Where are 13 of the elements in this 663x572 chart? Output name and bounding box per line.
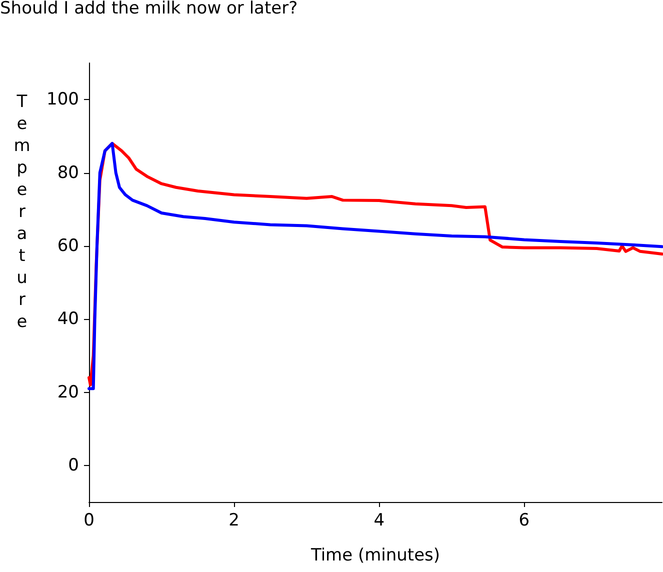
y-tick-label: 0 bbox=[68, 455, 79, 476]
y-tick-label: 40 bbox=[57, 309, 79, 330]
x-tick-label: 6 bbox=[518, 510, 530, 530]
text: Temperature bbox=[14, 92, 30, 332]
y-tick-label: 20 bbox=[57, 382, 79, 402]
x-axis-title: Time (minutes) bbox=[310, 546, 440, 566]
y-tick-label: 80 bbox=[57, 162, 79, 183]
y-tick-label: 60 bbox=[57, 236, 79, 256]
x-tick-label: 0 bbox=[84, 510, 94, 530]
x-tick-label: 2 bbox=[228, 510, 240, 530]
y-tick-label: 100 bbox=[46, 90, 79, 110]
chart-title: Should I add the milk now or later? bbox=[0, 0, 298, 18]
x-tick-label: 4 bbox=[374, 510, 385, 530]
